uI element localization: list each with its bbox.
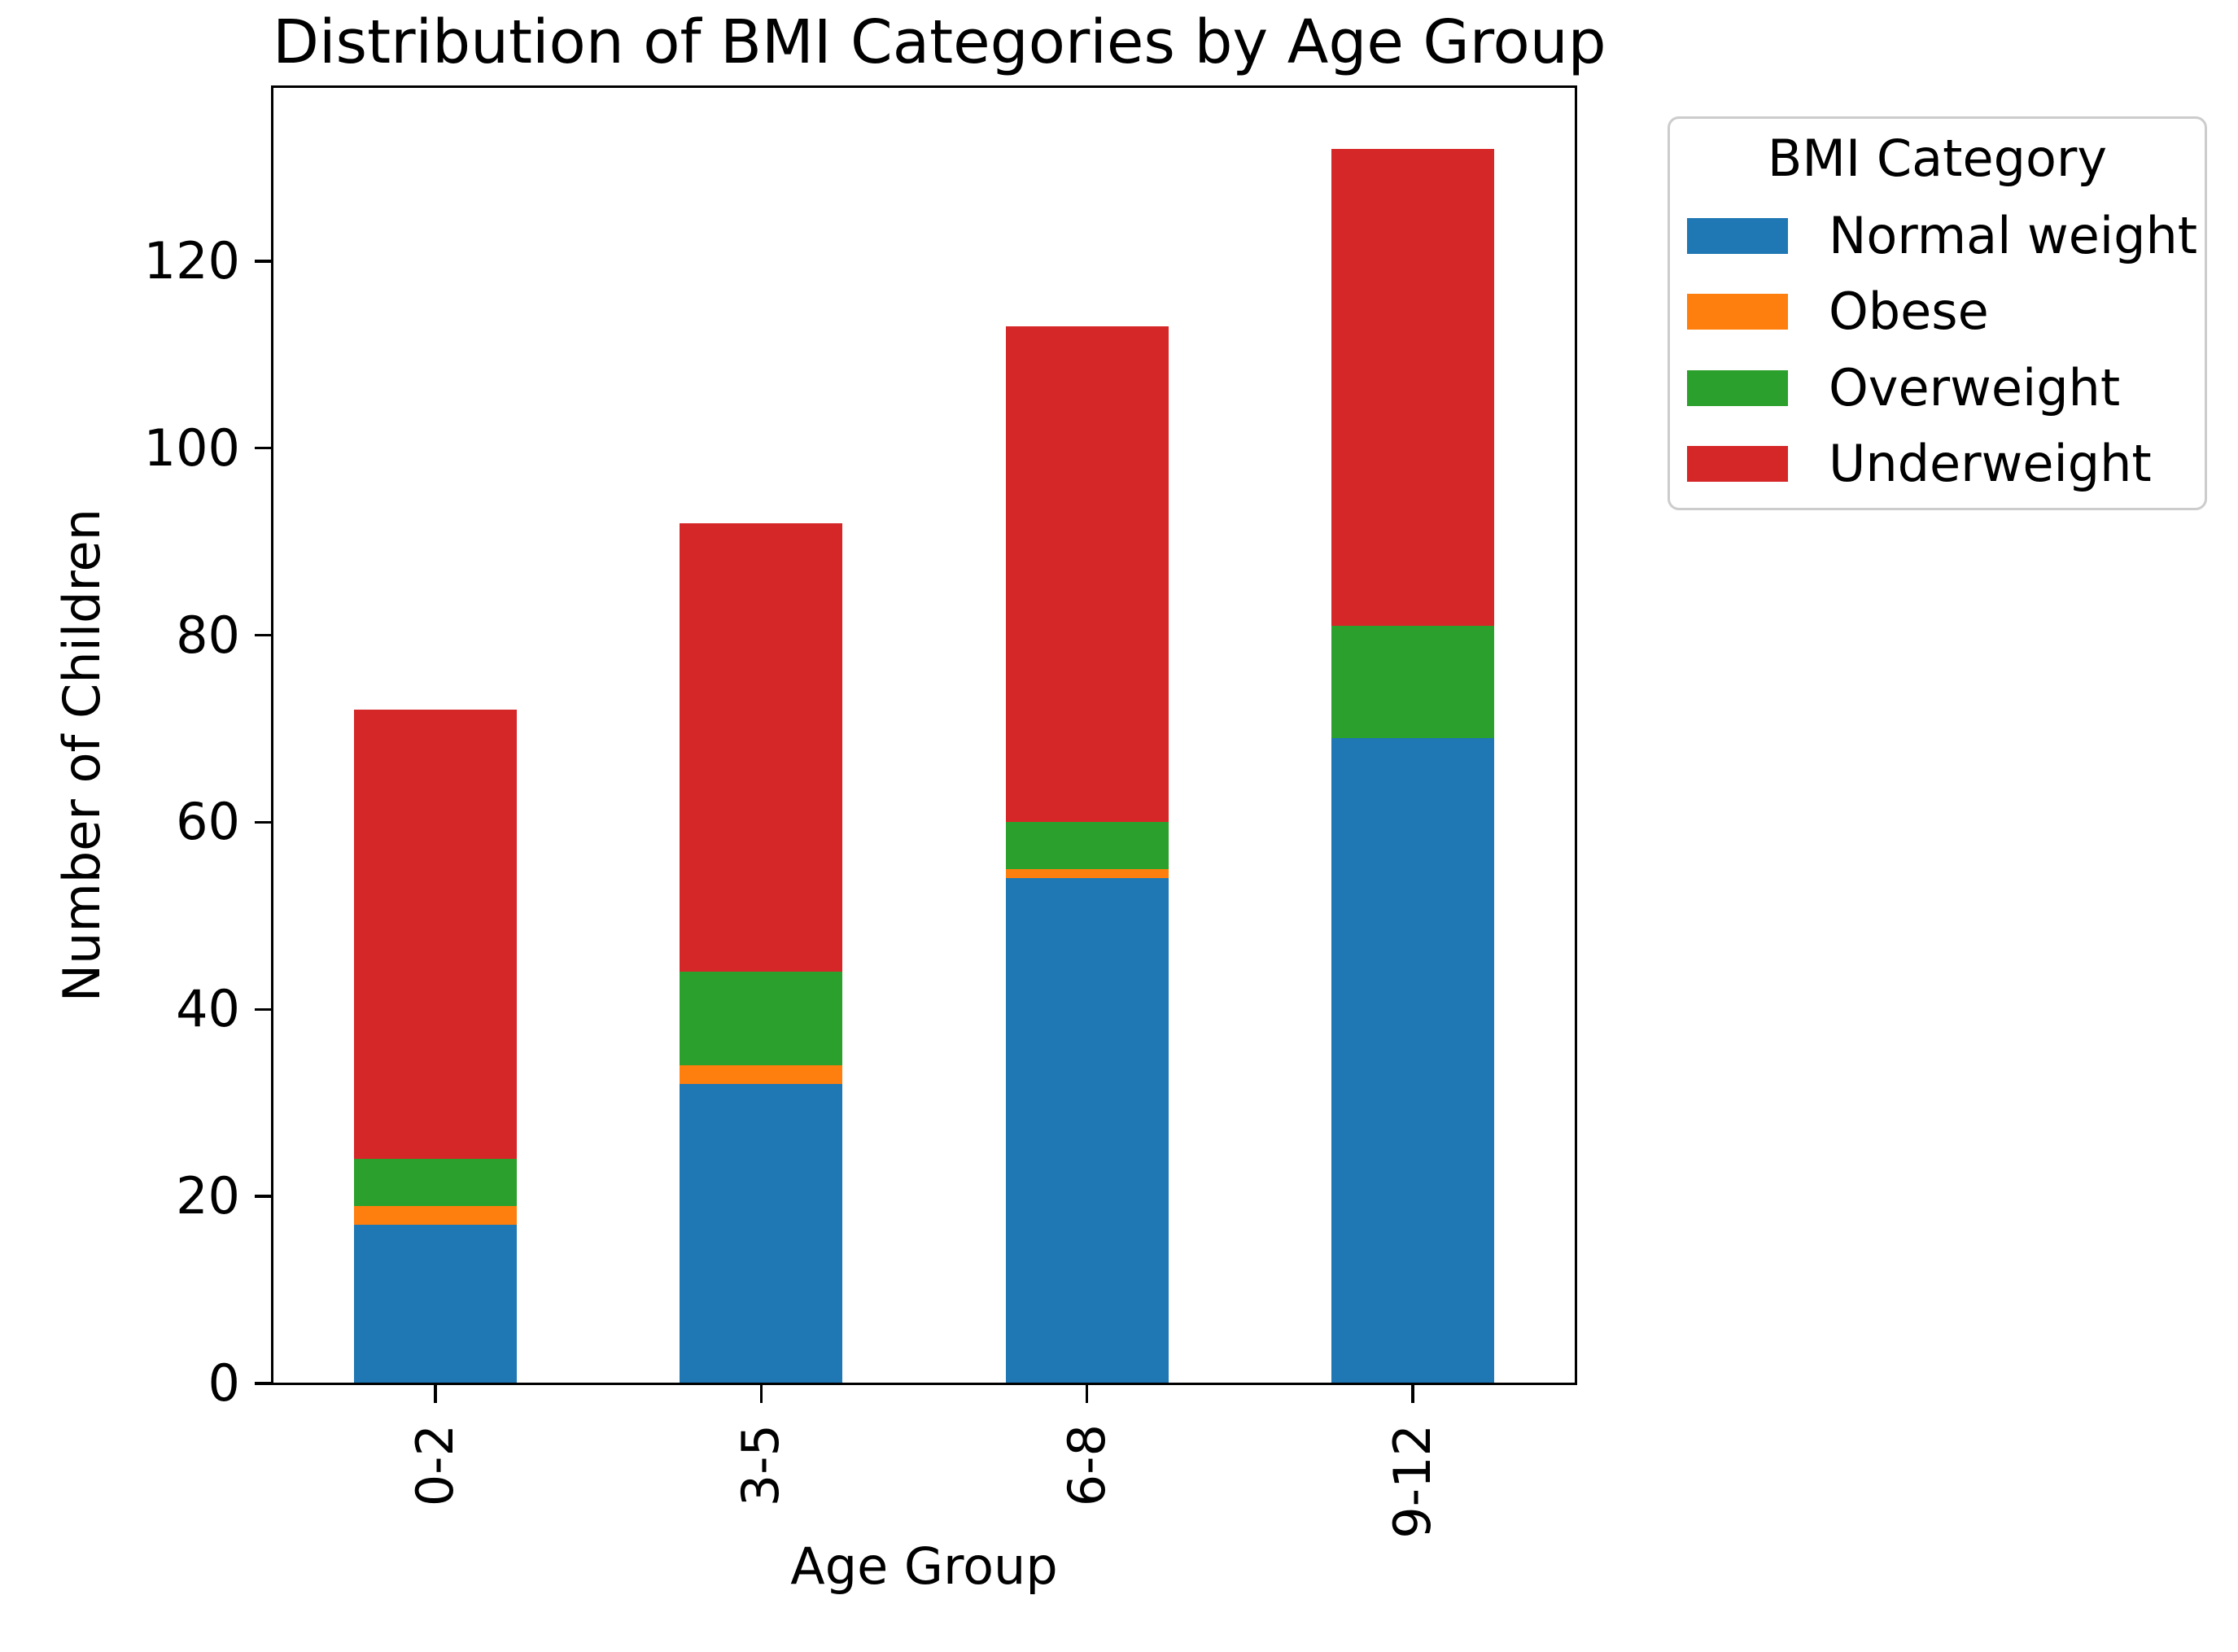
legend-title: BMI Category	[1767, 129, 2108, 188]
bar-segment-overweight-3-5	[680, 972, 843, 1066]
x-tick-mark	[1411, 1385, 1414, 1403]
y-tick-mark	[255, 1007, 273, 1011]
bar-segment-obese-6-8	[1005, 868, 1169, 879]
legend-label: Overweight	[1829, 357, 2121, 417]
plot-area	[271, 85, 1577, 1385]
bar-segment-underweight-0-2	[354, 710, 518, 1160]
bar-segment-underweight-9-12	[1331, 148, 1494, 626]
y-tick-label: 20	[176, 1166, 240, 1226]
bar-segment-obese-0-2	[354, 1205, 518, 1225]
bar-segment-normal-weight-3-5	[680, 1084, 843, 1383]
y-tick-label: 0	[208, 1353, 240, 1413]
x-axis-label: Age Group	[790, 1536, 1058, 1596]
legend-swatch-obese	[1687, 294, 1788, 330]
legend-label: Normal weight	[1829, 206, 2198, 265]
y-axis-label: Number of Children	[52, 509, 111, 1003]
bar-segment-overweight-6-8	[1005, 822, 1169, 869]
legend-swatch-underweight	[1687, 445, 1788, 482]
chart-title: Distribution of BMI Categories by Age Gr…	[273, 7, 1606, 77]
y-tick-mark	[255, 260, 273, 263]
bar-segment-obese-3-5	[680, 1065, 843, 1085]
x-tick-mark	[1085, 1385, 1089, 1403]
legend: BMI Category Normal weight Obese Overweigh…	[1668, 116, 2207, 510]
x-tick-mark	[434, 1385, 437, 1403]
x-tick-label: 6-8	[1056, 1424, 1117, 1507]
x-tick-label: 0-2	[405, 1424, 466, 1507]
bar-segment-underweight-6-8	[1005, 326, 1169, 823]
y-tick-label: 120	[143, 230, 240, 291]
bar-segment-overweight-0-2	[354, 1159, 518, 1206]
y-tick-label: 40	[176, 979, 240, 1039]
x-tick-label: 9-12	[1382, 1424, 1442, 1539]
y-tick-mark	[255, 633, 273, 637]
y-tick-mark	[255, 1382, 273, 1385]
bar-segment-overweight-9-12	[1331, 626, 1494, 738]
legend-label: Underweight	[1829, 433, 2152, 493]
y-tick-mark	[255, 1195, 273, 1198]
bar-segment-normal-weight-0-2	[354, 1224, 518, 1383]
y-tick-mark	[255, 820, 273, 824]
legend-label: Obese	[1829, 282, 1989, 342]
bar-segment-underweight-3-5	[680, 522, 843, 972]
bar-segment-normal-weight-9-12	[1331, 737, 1494, 1383]
y-tick-mark	[255, 446, 273, 450]
x-tick-mark	[759, 1385, 763, 1403]
y-tick-label: 100	[143, 417, 240, 478]
legend-swatch-overweight	[1687, 369, 1788, 406]
y-tick-label: 80	[176, 605, 240, 665]
y-tick-label: 60	[176, 792, 240, 852]
legend-swatch-normal-weight	[1687, 218, 1788, 254]
bar-segment-normal-weight-6-8	[1005, 878, 1169, 1383]
x-tick-label: 3-5	[731, 1424, 791, 1507]
